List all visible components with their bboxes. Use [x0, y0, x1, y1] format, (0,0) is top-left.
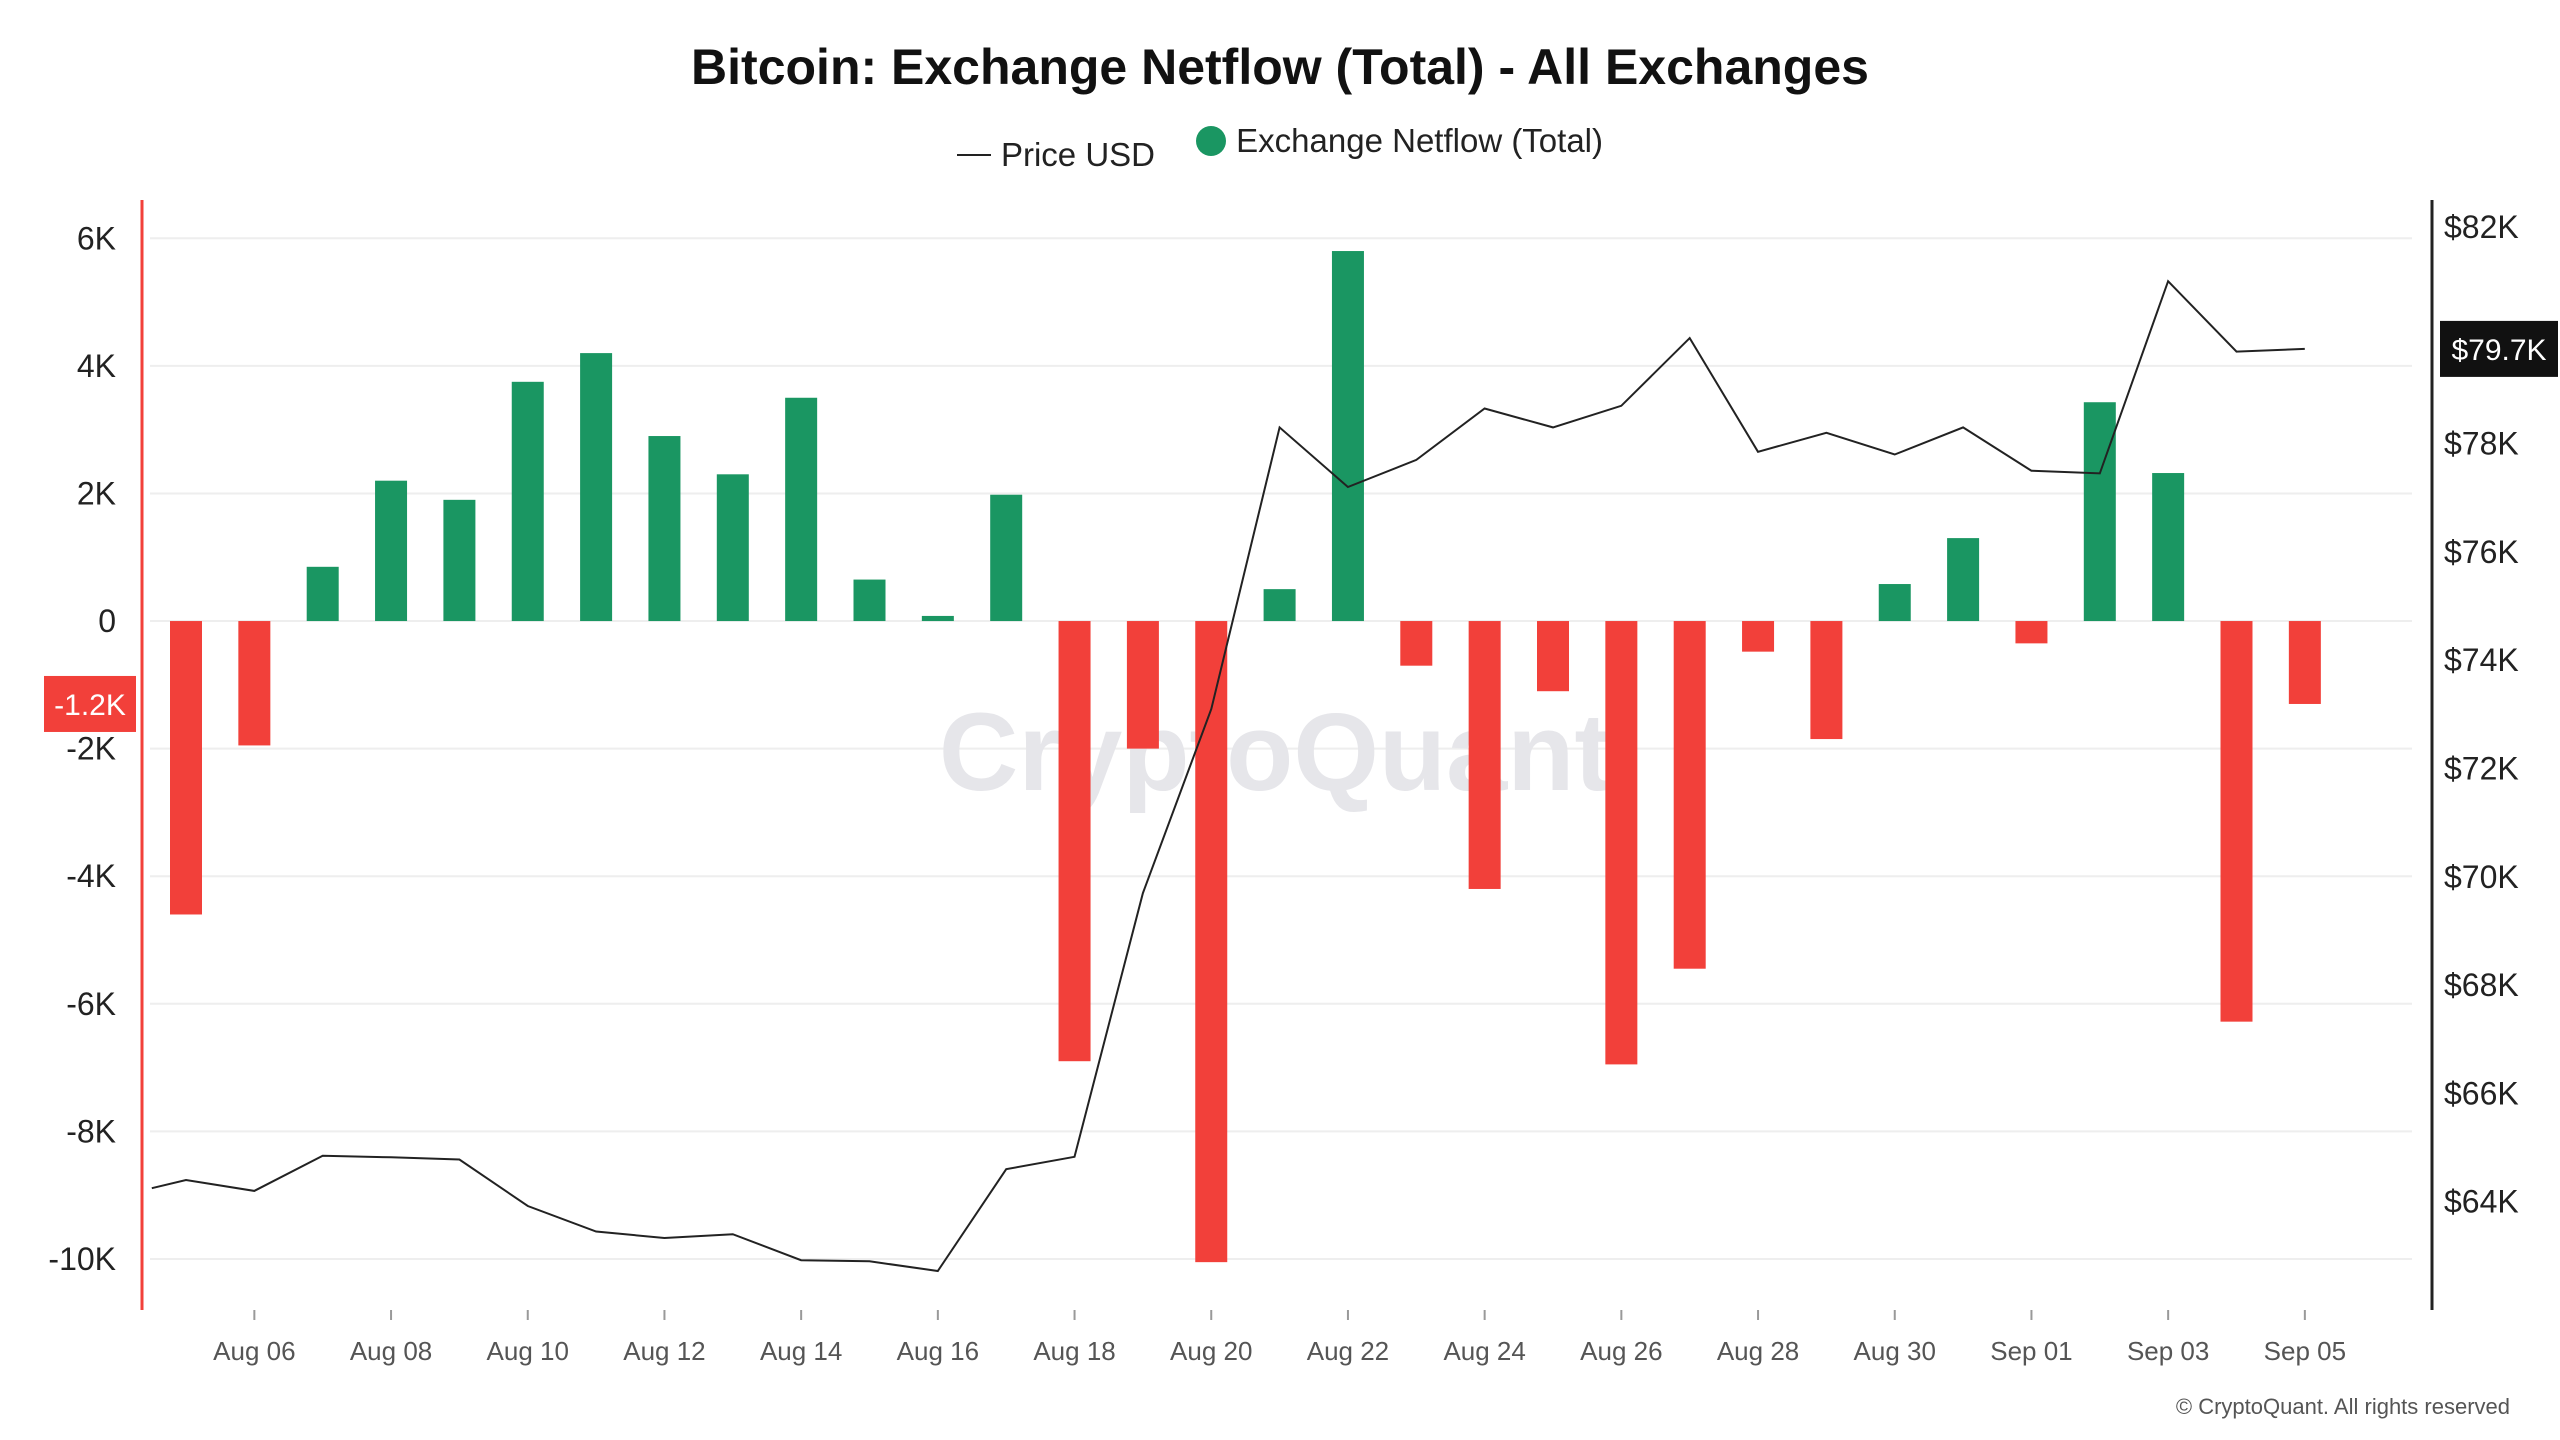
legend-line-icon [956, 154, 991, 156]
netflow-bar[interactable] [2015, 621, 2048, 644]
x-tick-label: Aug 26 [1580, 1336, 1662, 1366]
price-line[interactable] [151, 279, 2305, 1273]
right-value-badge-label: $79.7K [2451, 334, 2546, 367]
right-axis-ticks: $82K $78K $76K $74K $72K $70K $68K $66K $64K [2444, 209, 2519, 1220]
netflow-bar[interactable] [921, 615, 954, 622]
netflow-bar[interactable] [2288, 621, 2321, 704]
x-tick-label: Sep 01 [1990, 1336, 2072, 1366]
netflow-bar[interactable] [990, 494, 1023, 622]
netflow-bar[interactable] [1742, 621, 1775, 652]
x-tick-label: Aug 22 [1307, 1336, 1389, 1366]
netflow-bar[interactable] [1331, 251, 1364, 622]
netflow-bar[interactable] [1947, 538, 1980, 622]
x-tick-label: Aug 10 [487, 1336, 569, 1366]
copyright: © CryptoQuant. All rights reserved [2175, 1394, 2510, 1419]
chart-title: Bitcoin: Exchange Netflow (Total) - All … [691, 39, 1869, 95]
legend: Price USD Exchange Netflow (Total) [0, 122, 2560, 174]
netflow-bar[interactable] [511, 381, 544, 622]
netflow-bar[interactable] [1058, 621, 1091, 1062]
netflow-bar[interactable] [1195, 621, 1228, 1263]
x-tick-label: Aug 12 [623, 1336, 705, 1366]
x-tick-label: Aug 30 [1854, 1336, 1936, 1366]
x-tick-label: Aug 28 [1717, 1336, 1799, 1366]
right-tick-label: $82K [2444, 209, 2519, 245]
left-tick-label: -4K [66, 858, 116, 894]
netflow-bar[interactable] [2220, 621, 2253, 1022]
left-tick-label: 6K [77, 220, 116, 256]
left-tick-label: -10K [48, 1241, 116, 1277]
right-tick-label: $68K [2444, 967, 2519, 1003]
netflow-bar[interactable] [1468, 621, 1501, 889]
x-tick-label: Sep 05 [2264, 1336, 2346, 1366]
netflow-bar[interactable] [1400, 621, 1433, 666]
netflow-bar[interactable] [853, 579, 886, 622]
watermark: CryptoQuant [939, 691, 1611, 814]
x-tick-label: Aug 18 [1033, 1336, 1115, 1366]
left-tick-label: -8K [66, 1113, 116, 1149]
x-tick-label: Aug 08 [350, 1336, 432, 1366]
left-tick-label: -6K [66, 986, 116, 1022]
netflow-bar[interactable] [1878, 584, 1911, 622]
axes [140, 200, 2434, 1310]
legend-item-price[interactable]: Price USD [956, 136, 1155, 174]
netflow-bar[interactable] [2152, 473, 2185, 622]
netflow-bar[interactable] [170, 621, 202, 915]
left-value-badge [44, 675, 136, 732]
netflow-bar[interactable] [443, 499, 476, 622]
netflow-bar[interactable] [375, 480, 408, 622]
left-tick-label: -2K [66, 731, 116, 767]
x-tick-label: Aug 24 [1443, 1336, 1525, 1366]
right-tick-label: $70K [2444, 859, 2519, 895]
netflow-bar[interactable] [1126, 621, 1159, 749]
netflow-bar[interactable] [1605, 621, 1638, 1065]
netflow-bar[interactable] [1263, 589, 1296, 622]
x-tick-label: Sep 03 [2127, 1336, 2209, 1366]
netflow-bar[interactable] [1537, 621, 1569, 692]
right-tick-label: $76K [2444, 534, 2519, 570]
right-tick-label: $78K [2444, 426, 2519, 462]
right-tick-label: $74K [2444, 642, 2519, 678]
netflow-bar[interactable] [2083, 402, 2116, 622]
netflow-bar[interactable] [306, 566, 339, 622]
left-value-badge-label: -1.2K [54, 689, 126, 722]
legend-item-netflow[interactable]: Exchange Netflow (Total) [1196, 122, 1603, 160]
right-value-badge [2440, 320, 2558, 377]
legend-price-label: Price USD [1000, 136, 1155, 173]
x-tick-label: Aug 14 [760, 1336, 842, 1366]
x-axis-ticks: Aug 06 Aug 08 Aug 10 Aug 12 Aug 14 Aug 16 Aug … [213, 1310, 2346, 1366]
left-tick-label: 2K [77, 475, 116, 511]
legend-netflow-label: Exchange Netflow (Total) [1236, 122, 1604, 159]
netflow-bar[interactable] [238, 621, 271, 746]
netflow-bar[interactable] [785, 397, 818, 622]
x-tick-label: Aug 16 [897, 1336, 979, 1366]
axis-badges: -1.2K $79.7K [44, 320, 2558, 732]
legend-dot-icon [1196, 126, 1227, 156]
left-axis-ticks: 6K 4K 2K 0 -2K -4K -6K -8K -10K [48, 220, 116, 1277]
netflow-bar[interactable] [716, 474, 749, 622]
price-line-group [151, 279, 2305, 1273]
left-tick-label: 0 [98, 603, 116, 639]
netflow-bars [170, 251, 2321, 1263]
x-tick-label: Aug 20 [1170, 1336, 1252, 1366]
right-tick-label: $64K [2444, 1184, 2519, 1220]
left-tick-label: 4K [77, 348, 116, 384]
x-tick-label: Aug 06 [213, 1336, 295, 1366]
gridlines [150, 237, 2412, 1260]
netflow-bar[interactable] [648, 436, 681, 622]
netflow-bar[interactable] [1673, 621, 1706, 969]
right-tick-label: $66K [2444, 1075, 2519, 1111]
netflow-bar[interactable] [580, 353, 613, 622]
netflow-bar[interactable] [1810, 621, 1843, 740]
right-tick-label: $72K [2444, 751, 2519, 787]
